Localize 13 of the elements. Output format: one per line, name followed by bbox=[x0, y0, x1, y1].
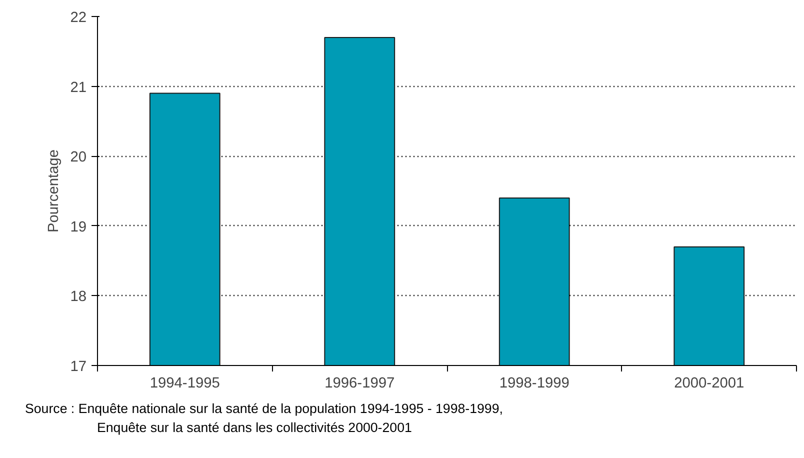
y-tick-label: 20 bbox=[70, 150, 87, 166]
x-tick-label: 1998-1999 bbox=[499, 376, 570, 392]
source-note: Source : Enquête nationale sur la santé de la population 1994-1995 - 1998-1999, bbox=[25, 400, 503, 418]
y-tick-label: 19 bbox=[70, 219, 87, 236]
x-tick-label: 1994-1995 bbox=[150, 376, 220, 392]
x-tick-label: 2000-2001 bbox=[674, 376, 744, 392]
y-tick-label: 22 bbox=[70, 10, 87, 26]
y-tick-label: 18 bbox=[70, 289, 87, 306]
y-tick-label: 17 bbox=[70, 359, 87, 375]
y-axis-title: Pourcentage bbox=[46, 149, 62, 233]
text: Enquête sur la santé dans les collectivités 2000-2001 bbox=[96, 419, 413, 438]
x-tick-label: 1996-1997 bbox=[324, 376, 395, 392]
y-tick-label: 21 bbox=[70, 80, 87, 96]
